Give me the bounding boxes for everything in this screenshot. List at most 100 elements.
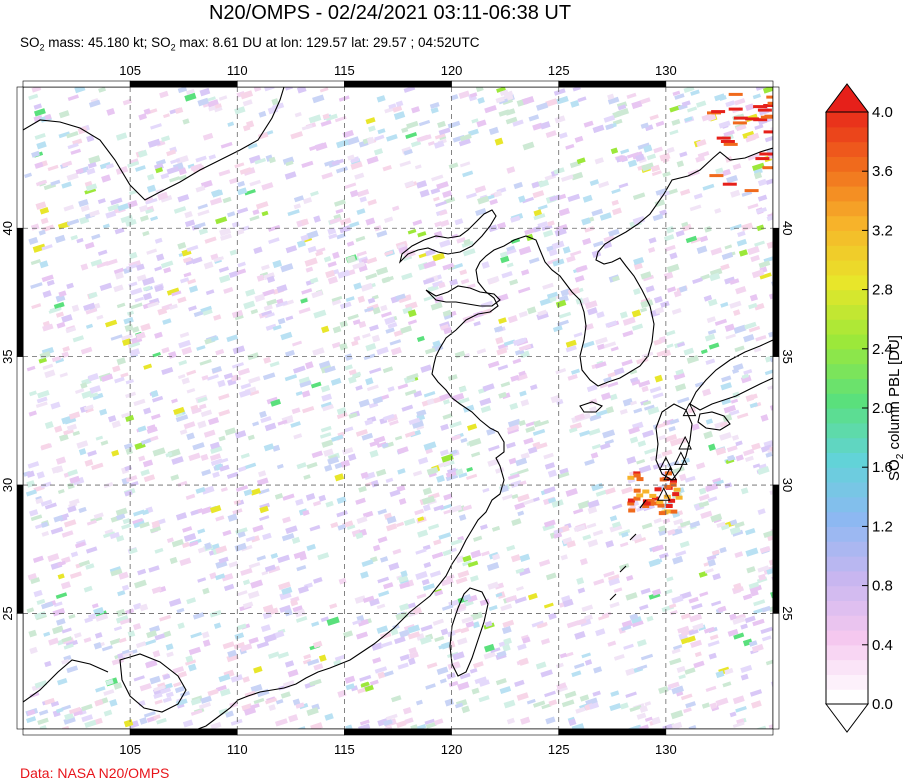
so2-pixel [639,705,649,713]
so2-pixel [64,417,77,425]
so2-pixel [544,462,556,470]
so2-pixel [768,604,773,613]
so2-pixel [181,346,193,356]
so2-pixel [403,623,415,631]
so2-pixel [321,172,334,180]
so2-pixel [188,452,201,462]
so2-pixel [470,611,483,621]
so2-pixel [755,334,767,342]
so2-pixel [725,333,736,340]
colorbar-cell [826,260,868,276]
so2-pixel [562,598,574,608]
so2-pixel [512,337,525,346]
so2-pixel [28,93,39,101]
colorbar-cell [826,422,868,439]
so2-pixel [399,629,410,638]
so2-pixel [137,425,147,433]
so2-mass-prefix: SO [20,35,40,50]
so2-pixel [430,107,439,114]
so2-pixel [642,400,652,406]
so2-pixel [66,172,79,182]
so2-pixel [683,347,695,356]
so2-pixel [29,691,40,698]
so2-pixel [571,368,581,375]
so2-pixel [540,638,551,645]
so2-pixel [384,250,394,256]
so2-pixel [356,188,370,198]
so2-pixel [133,675,145,682]
so2-pixel [702,183,715,191]
so2-pixel [661,449,673,457]
so2-pixel [327,227,337,236]
so2-pixel [113,682,123,690]
so2-pixel [724,667,734,675]
so2-pixel [667,188,678,195]
so2-pixel [732,721,745,729]
so2-pixel [116,608,126,617]
so2-pixel [275,300,288,308]
so2-pixel [673,518,684,526]
so2-pixel [89,209,100,218]
so2-pixel [355,429,368,437]
colorbar-cell [826,408,868,424]
so2-pixel [334,462,343,469]
so2-pixel [495,336,504,345]
so2-pixel [44,421,54,430]
so2-pixel [675,550,687,557]
so2-pixel [215,559,228,569]
so2-pixel [684,667,696,675]
so2-pixel [186,387,196,394]
so2-pixel [515,567,525,574]
so2-pixel [360,282,373,292]
so2-pixel [595,489,608,497]
so2-pixel [50,401,61,410]
so2-pixel [680,188,691,196]
so2-pixel [470,549,482,559]
so2-pixel [608,228,620,237]
so2-pixel [277,317,286,325]
colorbar-cell [826,452,868,468]
so2-pixel [585,697,598,706]
so2-pixel [160,195,173,203]
so2-pixel [244,462,257,470]
so2-pixel [229,177,239,185]
so2-summary: SO2 mass: 45.180 kt; SO2 max: 8.61 DU at… [20,35,480,53]
so2-pixel [102,223,110,229]
so2-pixel [260,416,272,424]
so2-pixel [36,598,46,606]
so2-pixel [347,453,357,462]
so2-pixel [423,441,437,451]
so2-pixel [540,669,553,678]
so2-pixel [455,576,468,585]
so2-pixel [691,603,703,610]
so2-pixel [34,161,44,169]
so2-pixel [669,610,678,616]
so2-pixel [115,615,129,624]
so2-pixel [121,338,132,347]
so2-pixel [160,687,172,695]
so2-pixel [757,194,768,202]
so2-pixel [671,648,681,655]
so2-pixel [149,625,161,634]
so2-pixel [146,424,156,430]
so2-pixel [295,498,304,506]
so2-pixel [176,607,185,614]
so2-pixel [703,294,713,302]
so2-pixel [253,246,263,254]
so2-pixel [459,672,471,680]
colorbar-cell [826,541,868,557]
colorbar-cell [826,319,868,335]
so2-pixel [291,536,301,544]
so2-pixel [685,701,697,709]
so2-pixel [717,605,727,613]
so2-pixel [152,650,161,658]
so2-pixel [466,466,474,472]
so2-pixel [313,309,327,319]
so2-pixel [570,99,580,108]
so2-pixel [143,363,153,370]
so2-pixel [213,256,224,263]
so2-pixel [619,541,629,548]
so2-pixel [764,135,773,143]
so2-pixel [679,520,691,528]
so2-pixel [573,508,584,515]
